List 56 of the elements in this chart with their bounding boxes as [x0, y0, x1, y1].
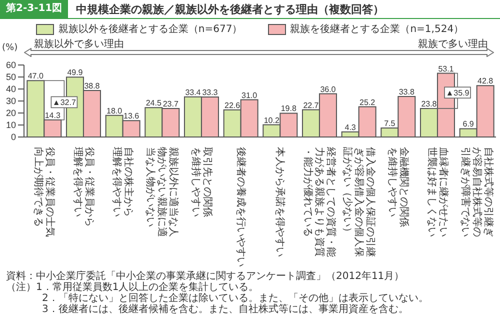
x-tick-label: 親族以外に適当な人物がいない親族に適当な人物がいない [144, 147, 180, 237]
x-tick-label: 後継者の養成を行いやすい [234, 147, 247, 267]
y-tick-label: 40 [6, 84, 16, 94]
data-label: 6.9 [462, 120, 474, 129]
x-tick-label: 役員・従業員の士気向上が期待できる [32, 147, 56, 237]
text: 親族で多い理由 [418, 38, 488, 51]
data-label: 47.0 [28, 72, 44, 81]
x-tick-label: 自社の株主から理解を得やすい [111, 147, 135, 217]
data-label: 25.2 [360, 98, 376, 107]
data-label: 14.3 [44, 110, 61, 120]
text: （注）1．常用従業員数1人以上の企業を集計している。 [6, 282, 260, 293]
y-tick-label: 10 [6, 120, 16, 130]
y-tick-label: 30 [6, 96, 16, 106]
legend-label: 親族を後継者とする企業（n=1,524） [289, 22, 464, 36]
data-label: 4.3 [344, 122, 356, 132]
y-tick-label: 0 [10, 132, 16, 142]
data-label: 13.6 [124, 112, 140, 121]
data-label: 31.0 [242, 90, 258, 100]
y-axis-title: (%) [2, 43, 18, 53]
data-label: 10.2 [264, 116, 280, 125]
data-label: 33.4 [185, 88, 202, 97]
x-tick-label: 本人から承諾を得やすい [274, 147, 286, 257]
data-label: 7.5 [384, 119, 396, 128]
data-label: 22.7 [303, 100, 320, 110]
data-label: 53.1 [438, 64, 454, 74]
y-tick-label: 60 [6, 60, 16, 70]
text: 2．「特にない」と回答した企業は除いている。また、「その他」は表示していない。 [41, 293, 430, 304]
text: 第2-3-11図 [0, 0, 68, 18]
x-tick-label: 血縁者に継がせたい世襲は好ましくない [426, 147, 450, 237]
data-label: 33.8 [398, 87, 415, 96]
data-label: 19.8 [280, 104, 297, 114]
text: 3．後継者には、後継者候補を含む。また、自社株式等には、事業用資産を含む。 [41, 304, 410, 315]
data-label: 36.0 [320, 84, 336, 94]
annotation: ▲35.9 [446, 88, 470, 98]
data-label: 22.6 [224, 100, 241, 110]
x-tick-label: 取引先との関係を維持しやすい [190, 147, 214, 217]
x-tick-label: 借入金の個人保証の引継ぎが容易借入金の個人保証がない（少ない） [341, 147, 376, 257]
data-label: 49.9 [67, 68, 84, 78]
data-label: 23.8 [421, 99, 438, 108]
annotation: ▲32.7 [52, 98, 76, 108]
chart-title: 中規模企業の親族／親族以外を後継者とする理由（複数回答） [76, 2, 384, 16]
legend-label: 親族以外を後継者とする企業（n=677） [57, 22, 242, 36]
data-label: 18.0 [106, 106, 123, 116]
data-label: 38.8 [84, 81, 100, 90]
data-label: 42.8 [478, 76, 494, 86]
x-tick-label: 経営者としての資質・能力がある親族よりも資質・能力が優れている [302, 146, 337, 257]
data-label: 24.5 [146, 98, 162, 108]
y-tick-label: 50 [6, 72, 16, 82]
x-tick-label: 役員・従業員から理解を得やすい [72, 147, 96, 227]
x-tick-label: 金融機関との関係を維持しやすい [386, 147, 410, 227]
x-tick-label: 自社株式等の引継ぎが容易自社株式等の引継ぎが障害でない [459, 147, 494, 237]
y-tick-label: 20 [6, 108, 16, 118]
text: 親族以外で多い理由 [34, 38, 124, 51]
data-label: 33.3 [202, 88, 218, 98]
data-label: 23.7 [162, 100, 179, 109]
text: 資料：中小企業庁委託「中小企業の事業承継に関するアンケート調査」（2012年11月） [6, 271, 406, 282]
